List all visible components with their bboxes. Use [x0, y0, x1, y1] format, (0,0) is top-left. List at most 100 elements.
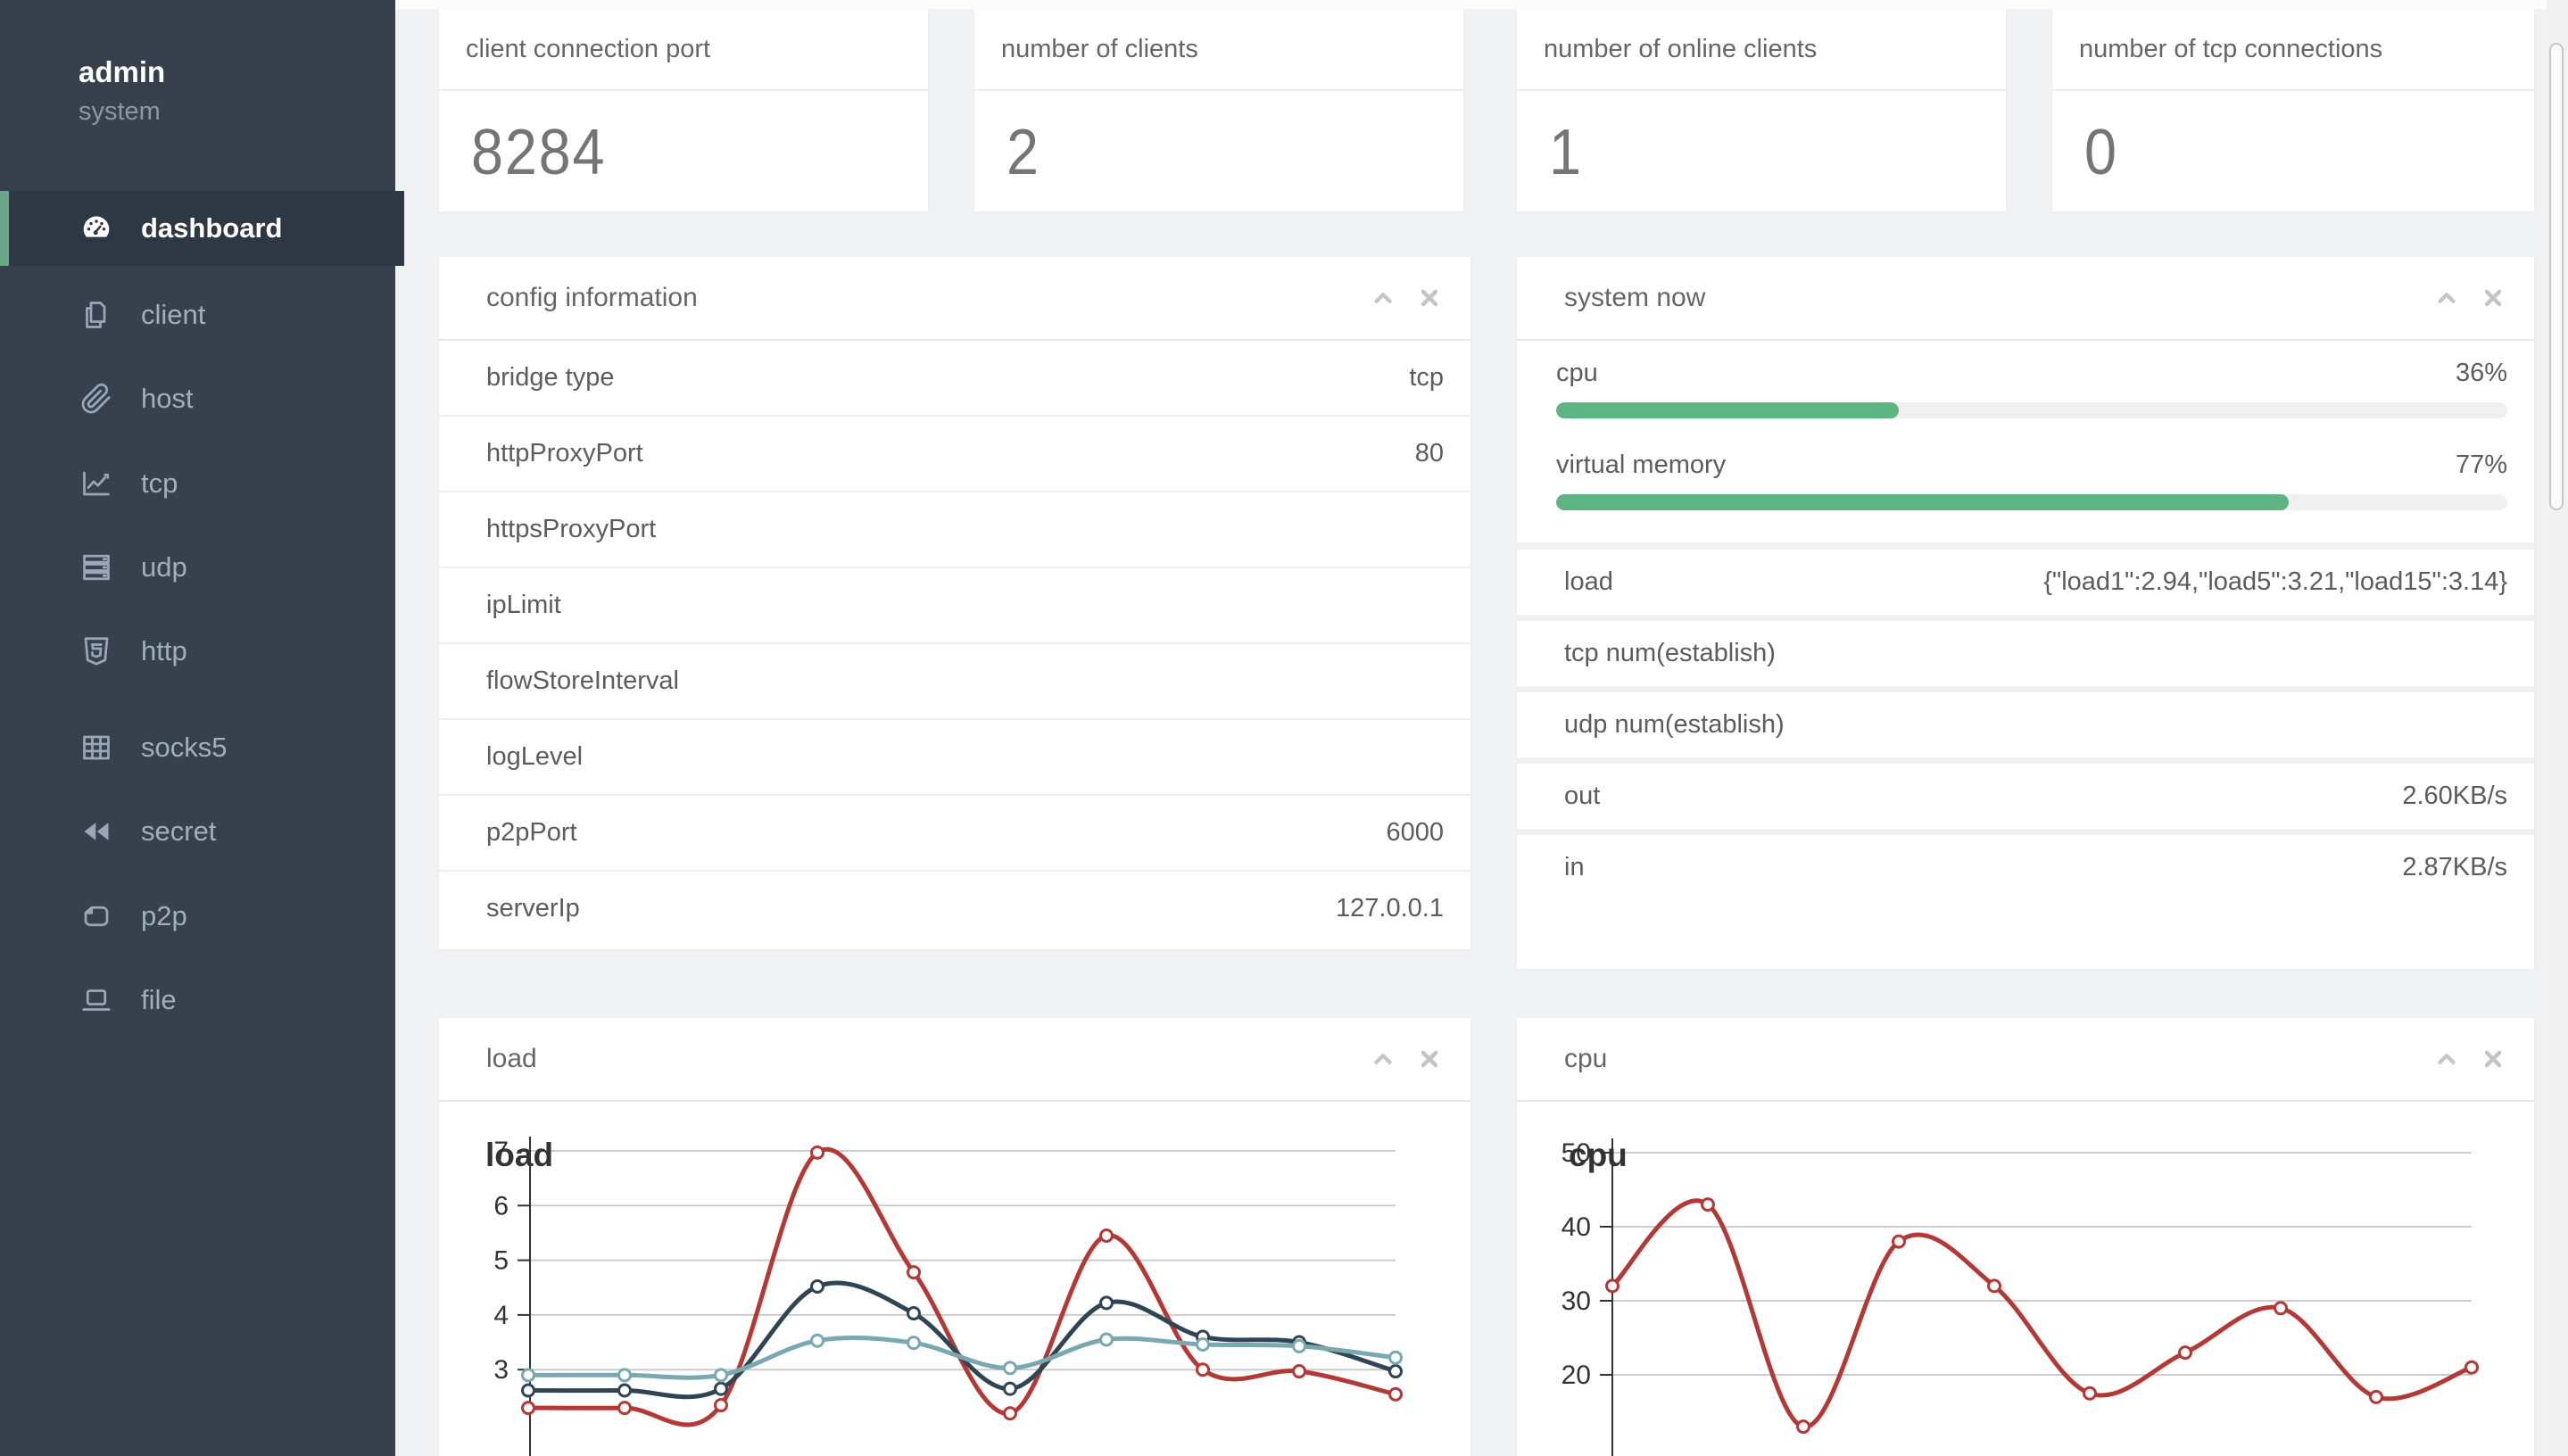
close-icon[interactable]	[1410, 1039, 1449, 1079]
panel-header: load	[439, 1018, 1470, 1102]
collapse-icon[interactable]	[1363, 278, 1403, 318]
system-gauges: cpu 36% virtual memory 77%	[1517, 341, 2534, 510]
collapse-icon[interactable]	[1363, 1039, 1403, 1079]
sidebar-item-label: socks5	[141, 732, 228, 763]
paperclip-icon	[79, 383, 114, 415]
stat-card-title: number of online clients	[1517, 9, 2006, 91]
stat-card-clients: number of clients 2	[974, 9, 1463, 211]
bubble-icon	[79, 900, 114, 932]
collapse-icon[interactable]	[2427, 278, 2466, 318]
config-row: httpProxyPort 80	[439, 417, 1470, 492]
sidebar-item-socks5[interactable]: socks5	[0, 708, 395, 787]
system-row: out 2.60KB/s	[1517, 764, 2534, 835]
sidebar-item-tcp[interactable]: tcp	[0, 444, 395, 523]
stat-card-value: 1	[1549, 117, 1583, 188]
cpu-gauge: cpu 36%	[1556, 359, 2507, 418]
panel-title: load	[486, 1044, 537, 1073]
rewind-icon	[79, 815, 114, 848]
gauge-label: cpu	[1556, 359, 1598, 387]
panel-header: cpu	[1517, 1018, 2534, 1102]
sidebar-item-host[interactable]: host	[0, 360, 395, 438]
scrolled-content-edge	[395, 0, 2547, 9]
sidebar-item-label: client	[141, 299, 206, 330]
stat-card-connection-port: client connection port 8284	[439, 9, 928, 211]
config-row: ipLimit	[439, 568, 1470, 644]
chart-cpu: 50 40 30 20 cpu	[1562, 1137, 2479, 1456]
copy-icon	[79, 299, 114, 331]
gauge-percent: 36%	[2455, 359, 2507, 387]
sidebar-brand: admin system	[0, 0, 395, 132]
system-rows: load {"load1":2.94,"load5":3.21,"load15"…	[1517, 542, 2534, 900]
stat-card-tcp-connections: number of tcp connections 0	[2052, 9, 2534, 211]
config-row: logLevel	[439, 720, 1470, 796]
laptop-icon	[79, 984, 114, 1016]
server-icon	[79, 551, 114, 583]
sidebar-item-label: file	[141, 984, 177, 1015]
sidebar-item-p2p[interactable]: p2p	[0, 877, 395, 956]
html5-icon	[79, 635, 114, 667]
svg-text:cpu: cpu	[1569, 1137, 1628, 1173]
username: admin	[79, 55, 166, 88]
sidebar-item-label: secret	[141, 815, 217, 847]
system-row: tcp num(establish)	[1517, 621, 2534, 692]
virtual-memory-gauge: virtual memory 77%	[1556, 451, 2507, 510]
sidebar: admin system dashboard	[0, 0, 404, 1456]
load-chart-panel: load 7 6 5 4 3 load	[439, 1018, 1470, 1456]
sidebar-item-label: host	[141, 383, 194, 414]
panel-header: system now	[1517, 257, 2534, 341]
svg-text:20: 20	[1562, 1361, 1591, 1390]
stat-card-value: 8284	[471, 117, 607, 188]
config-row: bridge type tcp	[439, 341, 1470, 417]
svg-text:load: load	[485, 1137, 553, 1173]
collapse-icon[interactable]	[2427, 1039, 2466, 1079]
config-row: flowStoreInterval	[439, 644, 1470, 720]
svg-text:7: 7	[493, 1137, 509, 1166]
sidebar-item-udp[interactable]: udp	[0, 528, 395, 607]
cpu-chart-panel: cpu 50 40 30 20 cpu	[1517, 1018, 2534, 1456]
system-row: load {"load1":2.94,"load5":3.21,"load15"…	[1517, 550, 2534, 621]
svg-text:50: 50	[1562, 1138, 1591, 1168]
config-row: httpsProxyPort	[439, 492, 1470, 568]
stat-card-title: number of clients	[974, 9, 1463, 91]
scrollbar-thumb[interactable]	[2549, 43, 2564, 510]
panel-title: config information	[486, 283, 698, 312]
scrollbar-track[interactable]	[2547, 0, 2568, 1456]
svg-text:5: 5	[493, 1246, 509, 1276]
sidebar-item-dashboard[interactable]: dashboard	[0, 191, 404, 266]
svg-text:6: 6	[493, 1191, 509, 1220]
system-row: udp num(establish)	[1517, 692, 2534, 764]
config-information-panel: config information bridge type tcp httpP…	[439, 257, 1470, 949]
sidebar-item-label: http	[141, 635, 187, 666]
svg-text:3: 3	[493, 1355, 509, 1385]
gauge-percent: 77%	[2455, 451, 2507, 479]
stat-card-online-clients: number of online clients 1	[1517, 9, 2006, 211]
stat-card-title: number of tcp connections	[2052, 9, 2534, 91]
close-icon[interactable]	[1410, 278, 1449, 318]
svg-text:4: 4	[493, 1301, 509, 1330]
sidebar-item-label: p2p	[141, 900, 187, 931]
chart-load: 7 6 5 4 3 load	[485, 1137, 1403, 1456]
sidebar-item-label: tcp	[141, 467, 178, 499]
sidebar-item-label: dashboard	[141, 212, 283, 244]
svg-text:40: 40	[1562, 1212, 1591, 1242]
line-chart-icon	[79, 467, 114, 500]
sidebar-item-secret[interactable]: secret	[0, 792, 395, 871]
progress-fill	[1556, 402, 1899, 418]
user-role: system	[79, 97, 161, 127]
sidebar-item-http[interactable]: http	[0, 612, 395, 691]
stat-card-value: 2	[1006, 117, 1040, 188]
system-now-panel: system now cpu 36% virtual memory	[1517, 257, 2534, 969]
sidebar-item-label: udp	[141, 551, 187, 583]
config-row: p2pPort 6000	[439, 796, 1470, 872]
sidebar-item-client[interactable]: client	[0, 276, 395, 354]
progress-track	[1556, 494, 2507, 510]
gauge-label: virtual memory	[1556, 451, 1727, 479]
sidebar-item-file[interactable]: file	[0, 961, 395, 1039]
close-icon[interactable]	[2473, 1039, 2513, 1079]
stat-card-title: client connection port	[439, 9, 928, 91]
svg-text:30: 30	[1562, 1286, 1591, 1316]
progress-track	[1556, 402, 2507, 418]
gauge-icon	[79, 211, 114, 245]
close-icon[interactable]	[2473, 278, 2513, 318]
stat-card-value: 0	[2084, 117, 2118, 188]
